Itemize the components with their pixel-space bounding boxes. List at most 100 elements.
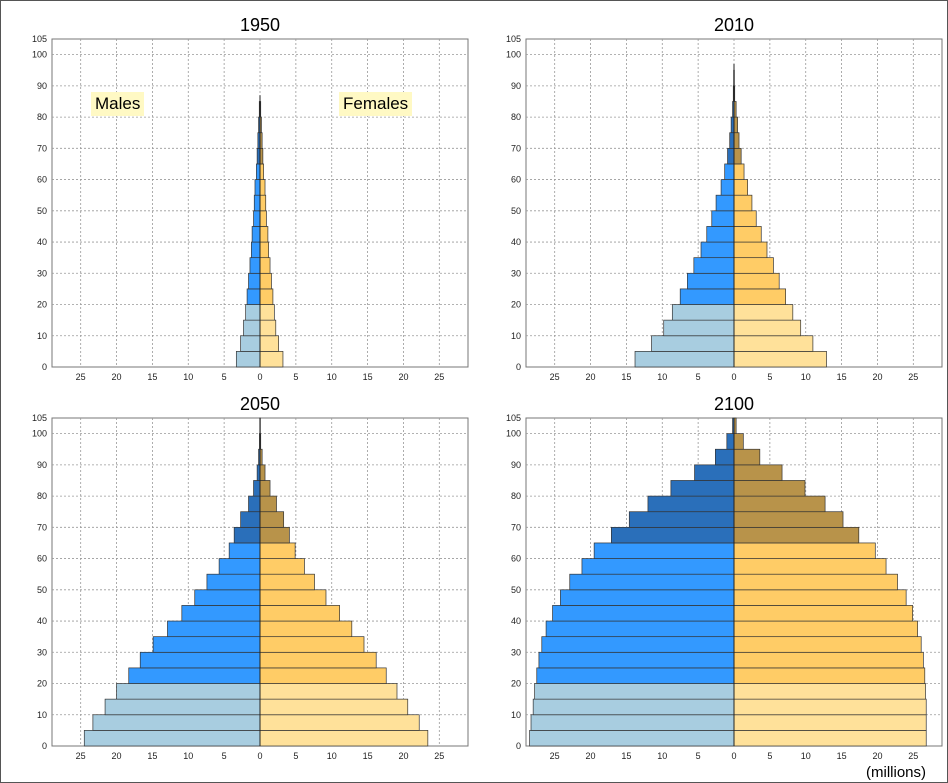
bar-male-40 [552,605,735,622]
bar-female-90 [733,448,761,466]
bar-female-75 [733,116,738,134]
bar-male-65 [233,526,261,544]
bar-female-5 [259,714,420,731]
x-tick-label: 0 [257,751,262,761]
bar-female-65 [733,526,860,544]
bar-female-80 [733,480,806,497]
bar-male-15 [534,683,735,700]
bar-female-30 [733,636,922,653]
bar-female-15 [259,304,275,321]
bar-female-10 [733,319,802,337]
bar-female-55 [733,558,887,575]
x-tick-label: 5 [767,372,772,382]
bar-male-15 [245,304,261,321]
bar-female-60 [733,542,876,559]
x-tick-label: 0 [257,372,262,382]
bar-female-65 [733,147,742,165]
units-label: (millions) [866,764,926,781]
x-tick-label: 20 [872,372,882,382]
y-tick-label: 30 [37,647,47,657]
bar-male-5 [92,714,261,731]
y-tick-label: 0 [516,741,521,751]
bar-female-40 [259,226,269,243]
y-tick-label: 100 [506,50,521,60]
bar-male-10 [532,698,735,716]
x-tick-label: 5 [222,372,227,382]
x-tick-label: 25 [434,751,444,761]
bar-female-45 [259,589,327,606]
x-tick-label: 25 [434,372,444,382]
bar-male-30 [693,257,735,274]
bar-female-75 [259,495,277,513]
legend-females: Females [339,92,413,116]
x-tick-label: 25 [76,372,86,382]
bar-male-75 [248,495,261,513]
bar-female-20 [259,288,274,305]
bar-male-5 [651,335,735,352]
x-tick-label: 15 [621,751,631,761]
bar-male-80 [253,480,261,497]
y-tick-label: 60 [37,175,47,185]
y-tick-label: 30 [511,647,521,657]
y-tick-label: 30 [37,268,47,278]
bar-female-10 [259,698,409,716]
bar-female-45 [733,210,757,227]
y-tick-label: 40 [511,237,521,247]
y-tick-label: 20 [37,679,47,689]
bar-male-5 [530,714,735,731]
bar-female-70 [733,132,740,149]
bar-male-55 [720,179,735,196]
bar-male-25 [687,272,735,290]
bar-male-10 [243,319,261,337]
bar-female-0 [733,730,927,747]
y-tick-label: 50 [37,206,47,216]
bar-male-10 [663,319,735,337]
y-tick-label: 100 [32,429,47,439]
bar-male-70 [628,511,735,528]
y-tick-label: 105 [506,34,521,44]
bar-female-85 [259,464,266,481]
y-tick-label: 105 [32,413,47,423]
bar-female-95 [733,433,744,450]
y-tick-label: 70 [37,143,47,153]
bar-male-45 [194,589,261,606]
y-tick-label: 80 [511,491,521,501]
y-tick-label: 50 [511,585,521,595]
x-tick-label: 15 [363,372,373,382]
x-tick-label: 10 [801,751,811,761]
bar-female-0 [733,351,827,368]
y-tick-label: 90 [37,81,47,91]
bar-female-5 [259,335,279,352]
bar-female-60 [259,163,264,180]
bar-male-30 [152,636,261,653]
x-tick-label: 10 [183,751,193,761]
bar-female-35 [259,241,269,259]
bar-male-60 [593,542,735,559]
bar-female-55 [733,179,748,196]
bar-female-25 [733,651,924,669]
x-tick-label: 20 [398,751,408,761]
bar-female-0 [259,730,429,747]
bar-male-25 [248,272,261,290]
x-tick-label: 15 [147,372,157,382]
y-tick-label: 50 [511,206,521,216]
y-tick-label: 10 [37,331,47,341]
panel-title: 2050 [240,394,280,414]
y-tick-label: 40 [511,616,521,626]
bar-female-15 [733,683,926,700]
x-tick-label: 15 [621,372,631,382]
x-tick-label: 20 [586,372,596,382]
x-tick-label: 10 [657,751,667,761]
bar-male-60 [228,542,261,559]
bar-female-10 [733,698,927,716]
bar-female-55 [259,558,305,575]
panel-title: 2010 [714,15,754,35]
x-tick-label: 0 [731,751,736,761]
x-tick-label: 20 [586,751,596,761]
bar-male-55 [581,558,735,575]
bar-male-0 [529,730,735,747]
bar-female-40 [733,226,762,243]
y-tick-label: 0 [42,362,47,372]
bar-male-95 [726,433,735,450]
